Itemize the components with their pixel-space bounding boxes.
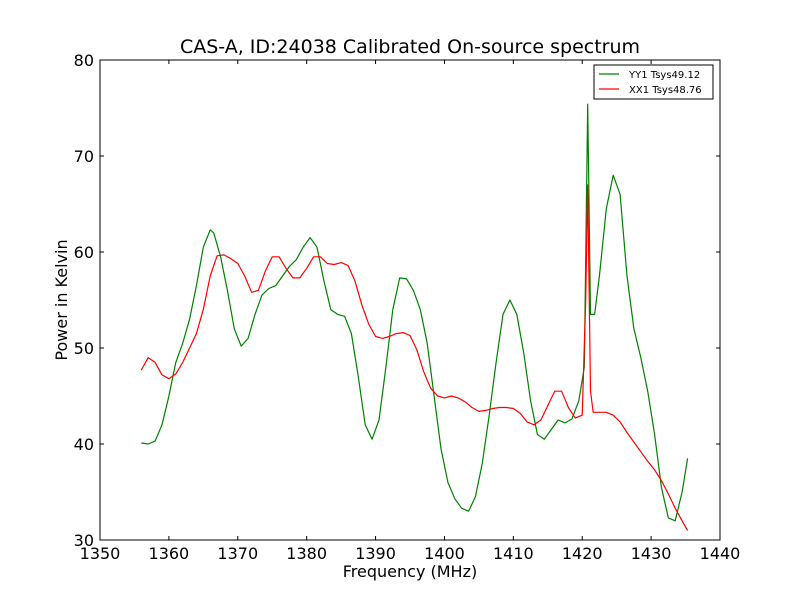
series-line-xx1 <box>140 184 689 531</box>
x-tick-label: 1380 <box>286 544 327 563</box>
x-axis-label: Frequency (MHz) <box>343 562 477 581</box>
x-tick-label: 1410 <box>493 544 534 563</box>
y-tick-label: 30 <box>74 531 94 550</box>
x-tick-label: 1370 <box>217 544 258 563</box>
x-tick-label: 1390 <box>355 544 396 563</box>
legend-entry-label: YY1 Tsys49.12 <box>628 70 700 81</box>
y-tick-label: 70 <box>74 147 94 166</box>
axis-ticks: 1350 1360 1370 1380 1390 1400 1410 1420 1430 1440… <box>74 51 741 563</box>
x-tick-label: 1430 <box>631 544 672 563</box>
legend: YY1 Tsys49.12 XX1 Tsys48.76 <box>593 64 714 100</box>
x-tick-label: 1400 <box>424 544 465 563</box>
series-line-yy1 <box>141 103 689 522</box>
x-tick-label: 1350 <box>80 544 121 563</box>
series-layer <box>140 103 689 531</box>
y-tick-label: 40 <box>74 435 94 454</box>
y-axis-label: Power in Kelvin <box>52 239 71 360</box>
chart-title: CAS-A, ID:24038 Calibrated On-source spe… <box>180 36 640 58</box>
x-tick-label: 1420 <box>562 544 603 563</box>
legend-entry-label: XX1 Tsys48.76 <box>629 85 702 96</box>
legend-box <box>593 64 714 100</box>
x-tick-label: 1440 <box>700 544 741 563</box>
y-tick-label: 60 <box>74 243 94 262</box>
y-tick-label: 80 <box>74 51 94 70</box>
plot-frame <box>99 59 721 541</box>
x-tick-label: 1360 <box>149 544 190 563</box>
y-tick-label: 50 <box>74 339 94 358</box>
